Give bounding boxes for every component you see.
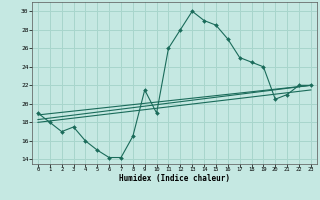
X-axis label: Humidex (Indice chaleur): Humidex (Indice chaleur) — [119, 174, 230, 183]
